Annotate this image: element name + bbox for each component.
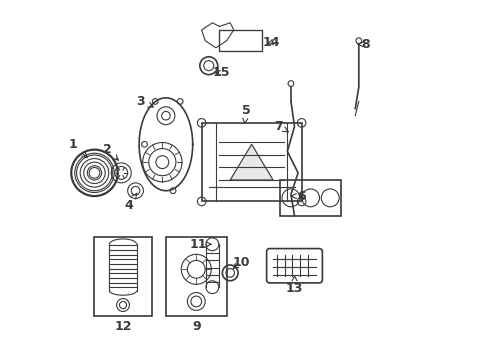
Bar <box>280 180 340 216</box>
Polygon shape <box>201 23 233 48</box>
Text: 3: 3 <box>136 95 153 108</box>
Text: 6: 6 <box>291 190 305 203</box>
Text: 5: 5 <box>242 104 250 123</box>
Text: 11: 11 <box>189 238 211 251</box>
Text: 10: 10 <box>232 256 249 269</box>
Circle shape <box>89 167 100 178</box>
Text: 2: 2 <box>102 143 118 160</box>
Polygon shape <box>230 144 272 180</box>
Bar <box>219 30 262 51</box>
Bar <box>201 123 301 202</box>
Text: 13: 13 <box>285 276 303 296</box>
Text: 7: 7 <box>273 120 288 133</box>
Text: 4: 4 <box>124 193 137 212</box>
Text: 1: 1 <box>68 138 87 158</box>
Polygon shape <box>139 98 192 191</box>
Bar <box>165 237 226 316</box>
Text: 12: 12 <box>114 320 132 333</box>
Text: 8: 8 <box>357 38 369 51</box>
FancyBboxPatch shape <box>266 249 322 283</box>
Bar <box>94 237 151 316</box>
Text: 9: 9 <box>192 320 200 333</box>
Text: 15: 15 <box>212 66 229 79</box>
Text: 14: 14 <box>262 36 280 49</box>
